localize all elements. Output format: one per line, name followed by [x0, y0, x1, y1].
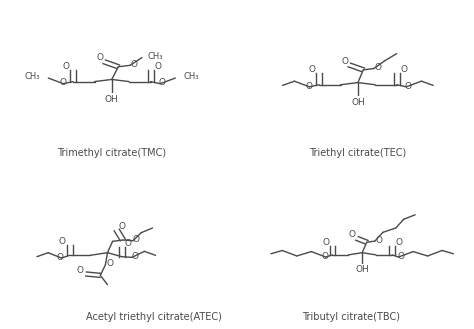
- Text: O: O: [131, 60, 138, 69]
- Text: O: O: [159, 78, 166, 88]
- Text: O: O: [132, 252, 139, 261]
- Text: OH: OH: [105, 95, 118, 104]
- Text: Triethyl citrate(TEC): Triethyl citrate(TEC): [309, 148, 407, 158]
- Text: CH₃: CH₃: [184, 72, 200, 81]
- Text: O: O: [401, 65, 408, 74]
- Text: OH: OH: [351, 98, 365, 107]
- Text: O: O: [107, 259, 114, 268]
- Text: O: O: [57, 253, 64, 262]
- Text: O: O: [62, 62, 69, 71]
- Text: O: O: [405, 82, 412, 90]
- Text: O: O: [321, 252, 328, 261]
- Text: O: O: [133, 235, 140, 244]
- Text: O: O: [395, 238, 402, 247]
- Text: O: O: [76, 266, 83, 275]
- Text: O: O: [125, 239, 132, 248]
- Text: O: O: [59, 237, 65, 246]
- Text: O: O: [348, 230, 355, 240]
- Text: O: O: [118, 222, 126, 231]
- Text: O: O: [397, 252, 404, 261]
- Text: Acetyl triethyl citrate(ATEC): Acetyl triethyl citrate(ATEC): [86, 312, 222, 322]
- Text: CH₃: CH₃: [24, 72, 40, 81]
- Text: CH₃: CH₃: [147, 52, 163, 61]
- Text: O: O: [322, 238, 329, 247]
- Text: Trimethyl citrate(TMC): Trimethyl citrate(TMC): [57, 148, 166, 158]
- Text: O: O: [60, 78, 67, 88]
- Text: Tributyl citrate(TBC): Tributyl citrate(TBC): [302, 312, 401, 322]
- Text: O: O: [308, 65, 315, 74]
- Text: O: O: [97, 53, 103, 63]
- Text: O: O: [306, 82, 313, 90]
- Text: O: O: [341, 57, 348, 65]
- Text: OH: OH: [356, 265, 369, 274]
- Text: O: O: [375, 236, 383, 245]
- Text: O: O: [155, 62, 162, 71]
- Text: O: O: [375, 63, 382, 72]
